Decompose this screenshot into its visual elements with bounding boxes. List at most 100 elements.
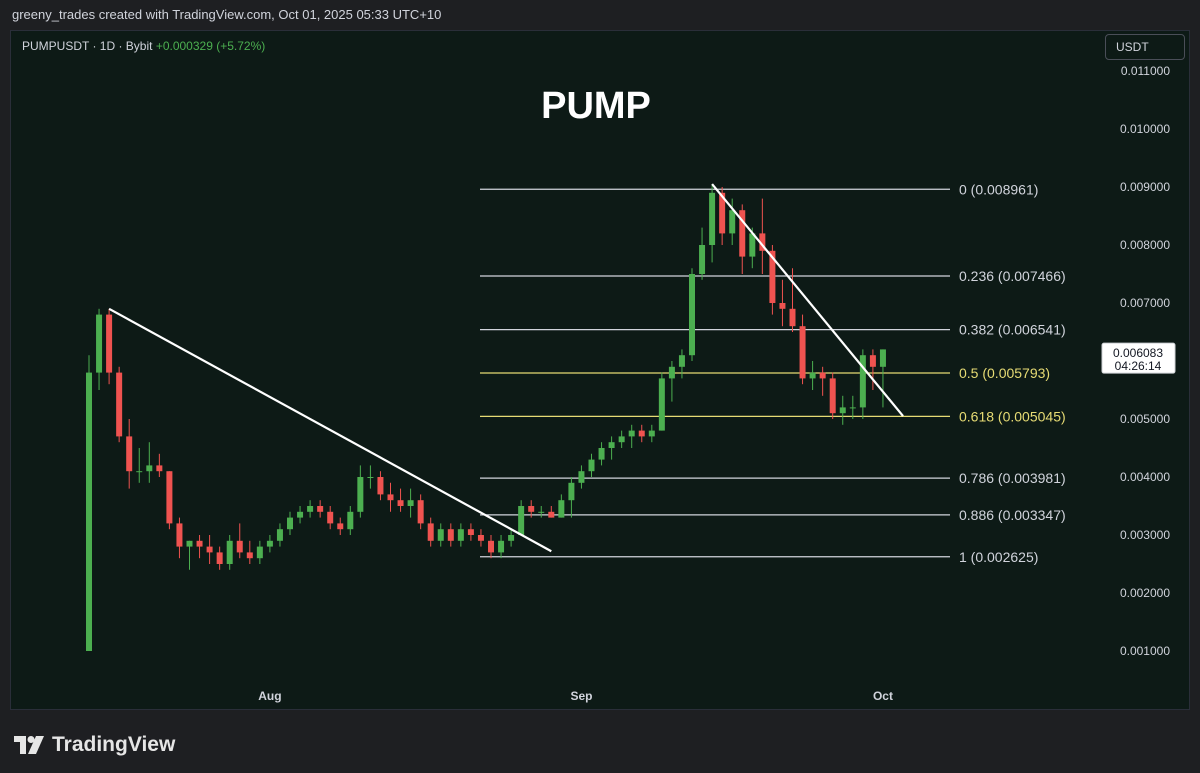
candle-body[interactable] <box>638 430 645 437</box>
candle-body[interactable] <box>859 355 866 408</box>
candle-body[interactable] <box>699 245 706 274</box>
candle-body[interactable] <box>477 535 484 541</box>
candle-body[interactable] <box>216 552 223 564</box>
candle-body[interactable] <box>678 355 685 367</box>
candle-body[interactable] <box>96 314 103 373</box>
candle-body[interactable] <box>689 274 695 356</box>
candle-body[interactable] <box>126 436 133 472</box>
candle-body[interactable] <box>106 314 113 373</box>
candle-body[interactable] <box>397 500 404 506</box>
candle-body[interactable] <box>498 540 505 553</box>
candle-body[interactable] <box>146 465 153 472</box>
candle-body[interactable] <box>357 477 364 512</box>
x-tick-label: Sep <box>570 689 592 703</box>
candle-body[interactable] <box>488 540 494 553</box>
candle-body[interactable] <box>789 308 796 327</box>
candle-body[interactable] <box>588 459 595 472</box>
candle-body[interactable] <box>538 511 545 513</box>
candle-body[interactable] <box>467 529 474 535</box>
candle-body[interactable] <box>658 378 665 431</box>
candle-body[interactable] <box>377 477 384 495</box>
candle-body[interactable] <box>457 529 464 541</box>
candle-body[interactable] <box>136 471 143 473</box>
candle-body[interactable] <box>276 529 283 541</box>
symbol-info[interactable]: PUMPUSDT · 1D · Bybit +0.000329 (+5.72%) <box>22 39 265 53</box>
candle-body[interactable] <box>166 471 173 524</box>
candle-body[interactable] <box>739 210 746 257</box>
candlestick-chart[interactable]: 0 (0.008961) 0.236 (0.007466) 0.382 (0.006… <box>0 0 1200 710</box>
candle-body[interactable] <box>518 506 525 535</box>
y-tick-label: 0.002000 <box>1120 586 1170 600</box>
candle-body[interactable] <box>819 372 826 379</box>
candle-body[interactable] <box>829 378 836 414</box>
candle-body[interactable] <box>447 529 454 541</box>
fib-level-label: 0.236 (0.007466) <box>959 268 1066 284</box>
candle-body[interactable] <box>548 511 555 518</box>
candle-body[interactable] <box>869 355 876 367</box>
candle-body[interactable] <box>578 471 585 483</box>
candle-body[interactable] <box>437 529 444 541</box>
candle-body[interactable] <box>618 436 625 443</box>
symbol-name: PUMPUSDT · 1D · Bybit <box>22 39 153 53</box>
candle-body[interactable] <box>176 523 183 547</box>
candle-body[interactable] <box>417 500 424 524</box>
candle-body[interactable] <box>709 192 716 245</box>
candle-body[interactable] <box>156 465 163 472</box>
candle-body[interactable] <box>387 494 394 501</box>
y-tick-label: 0.011000 <box>1121 64 1170 78</box>
candle-body[interactable] <box>839 407 846 414</box>
tradingview-logo[interactable]: TradingView <box>14 733 175 757</box>
candle-body[interactable] <box>266 540 273 547</box>
candle-body[interactable] <box>427 523 434 541</box>
candle-body[interactable] <box>297 511 304 518</box>
chart-frame[interactable] <box>10 30 1190 710</box>
candle-body[interactable] <box>226 540 233 564</box>
y-tick-label: 0.001000 <box>1120 644 1170 658</box>
candle-body[interactable] <box>256 546 263 559</box>
candle-body[interactable] <box>116 372 123 437</box>
candle-body[interactable] <box>206 546 213 553</box>
candle-body[interactable] <box>558 500 565 518</box>
trendline[interactable] <box>108 307 552 553</box>
candle-body[interactable] <box>809 372 816 379</box>
candle-body[interactable] <box>317 506 324 512</box>
candle-body[interactable] <box>719 192 726 234</box>
candle-body[interactable] <box>749 233 756 257</box>
candle-body[interactable] <box>86 372 92 651</box>
currency-button[interactable]: USDT <box>1105 34 1185 60</box>
y-tick-label: 0.008000 <box>1120 238 1170 252</box>
candle-body[interactable] <box>337 523 344 530</box>
candle-body[interactable] <box>407 500 414 506</box>
candle-body[interactable] <box>668 366 675 379</box>
candle-body[interactable] <box>608 442 615 448</box>
candle-body[interactable] <box>186 540 193 547</box>
candle-body[interactable] <box>648 430 655 437</box>
candle-body[interactable] <box>598 448 605 460</box>
candle-body[interactable] <box>849 407 856 409</box>
candle-body[interactable] <box>327 511 334 524</box>
x-tick-label: Oct <box>873 689 893 703</box>
candle-body[interactable] <box>779 303 786 309</box>
candle-body[interactable] <box>769 250 776 303</box>
candle-body[interactable] <box>236 540 243 553</box>
candle-body[interactable] <box>759 233 766 251</box>
y-tick-label: 0.007000 <box>1120 296 1170 310</box>
candle-body[interactable] <box>367 477 374 478</box>
candle-body[interactable] <box>628 430 635 437</box>
fib-level-label: 0.382 (0.006541) <box>959 322 1066 338</box>
candle-body[interactable] <box>287 517 293 530</box>
candle-body[interactable] <box>347 511 354 530</box>
trendline[interactable] <box>711 183 904 417</box>
candle-body[interactable] <box>508 535 515 541</box>
x-tick-label: Aug <box>258 689 281 703</box>
candle-body[interactable] <box>246 552 253 559</box>
candle-body[interactable] <box>196 540 203 547</box>
candle-body[interactable] <box>799 326 806 379</box>
candle-body[interactable] <box>729 210 736 234</box>
candle-body[interactable] <box>879 349 886 367</box>
candle-body[interactable] <box>568 482 575 501</box>
candle-body[interactable] <box>528 506 535 512</box>
fib-level-label: 0 (0.008961) <box>959 181 1038 197</box>
candle-body[interactable] <box>307 506 314 512</box>
